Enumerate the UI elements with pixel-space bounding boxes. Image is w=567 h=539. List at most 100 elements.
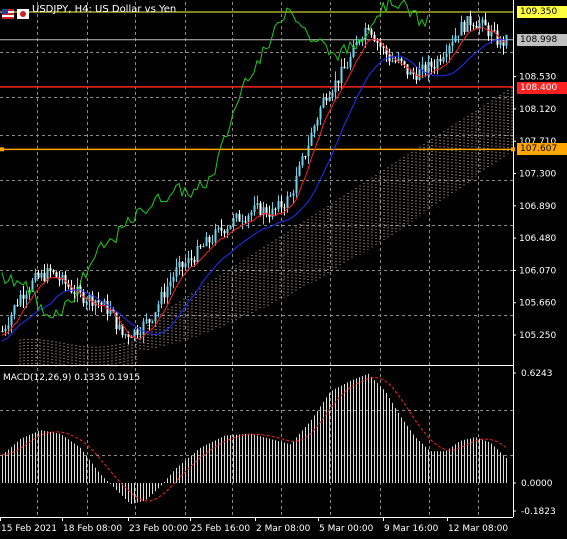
candle-bear [343,66,346,69]
price-tick-label: 106.890 [519,202,556,212]
candle-bull [466,16,469,32]
candle-bear [337,80,340,84]
candle-bull [427,61,430,74]
candle-bull [10,314,13,326]
candle-bull [172,276,175,282]
chikou-span-line [1,0,429,319]
candle-bull [253,205,256,213]
candle-bear [403,61,406,65]
candle-bear [148,319,151,323]
candle-bear [136,329,139,336]
chart-grid [0,0,514,518]
candle-bull [166,286,169,298]
candle-bear [304,156,307,158]
candle-bull [46,268,49,282]
price-tick-label: 107.710 [519,137,556,147]
candle-bear [130,337,133,339]
candle-bull [445,53,448,57]
candle-bull [286,196,289,208]
candle-bear [484,19,487,26]
candle-bull [205,236,208,247]
candle-bear [127,334,130,338]
candle-bear [73,292,76,295]
price-tick-label: 106.480 [519,234,556,244]
candle-bull [196,245,199,263]
candle-bull [499,39,502,45]
orange-level-handle-left [0,147,4,152]
price-tick-label: 106.070 [519,266,556,276]
candle-bull [418,69,421,80]
candle-bear [190,258,193,260]
horizontal-level-lines[interactable] [0,11,515,152]
time-tick-label: 23 Feb 00:00 [129,524,188,534]
candle-bear [97,300,100,303]
macd-signal-line [1,376,507,502]
candle-bull [346,67,349,69]
candle-bear [52,270,55,273]
time-tick-label: 9 Mar 16:00 [384,524,439,534]
candle-bull [13,305,16,315]
candle-bear [412,71,415,75]
candle-bull [229,225,232,229]
time-tick-label: 12 Mar 08:00 [448,524,508,534]
candle-bull [133,329,136,338]
candle-bull [88,294,91,302]
candle-bull [478,23,481,29]
candle-bear [91,294,94,306]
candle-bull [217,227,220,230]
candle-bull [340,66,343,84]
candle-bear [22,294,25,299]
candle-bull [175,267,178,277]
candle-bear [385,47,388,55]
candle-bear [265,207,268,215]
candle-bull [262,207,265,216]
candle-bear [475,25,478,29]
orange-level-handle-right [511,147,515,152]
candle-bull [436,58,439,69]
candle-bull [355,42,358,46]
candle-bear [463,21,466,32]
candle-bear [493,30,496,32]
candle-bear [274,208,277,210]
candle-bear [244,221,247,223]
candle-bull [40,272,43,278]
red-level-tag: 108.400 [517,82,567,94]
candle-bull [328,97,331,101]
candle-bull [250,212,253,216]
candle-bear [208,236,211,243]
price-tick-label: 105.250 [519,331,556,341]
candle-bear [16,305,19,307]
time-tick-label: 2 Mar 08:00 [256,524,311,534]
candlestick-series [1,10,508,345]
candle-bull [331,92,334,98]
candle-bear [181,261,184,268]
candle-bull [310,132,313,146]
candle-bear [388,54,391,62]
candle-bear [1,331,4,333]
candle-bull [241,221,244,223]
macd-tick-label: 0.0000 [521,479,553,489]
candle-bull [454,35,457,42]
current-price-tag: 108.998 [517,34,567,46]
price-tick-label: 108.120 [519,105,556,115]
candle-bull [322,97,325,108]
orange-level-tag: 107.607 [517,143,567,155]
candle-bear [199,245,202,248]
candle-bull [271,208,274,217]
high-price-tag: 109.350 [517,6,567,18]
candle-bull [145,319,148,322]
candle-bull [214,229,217,242]
candle-bull [151,321,154,323]
candle-bull [178,261,181,268]
candle-bull [319,107,322,120]
candle-bear [325,97,328,101]
candle-bull [142,321,145,335]
time-tick-label: 5 Mar 00:00 [319,524,374,534]
candle-bull [184,263,187,268]
candle-bull [247,215,250,222]
candle-bear [400,58,403,62]
macd-tick-label: -0.1823 [521,507,556,517]
price-tick-label: 105.660 [519,299,556,309]
candle-bull [292,193,295,196]
